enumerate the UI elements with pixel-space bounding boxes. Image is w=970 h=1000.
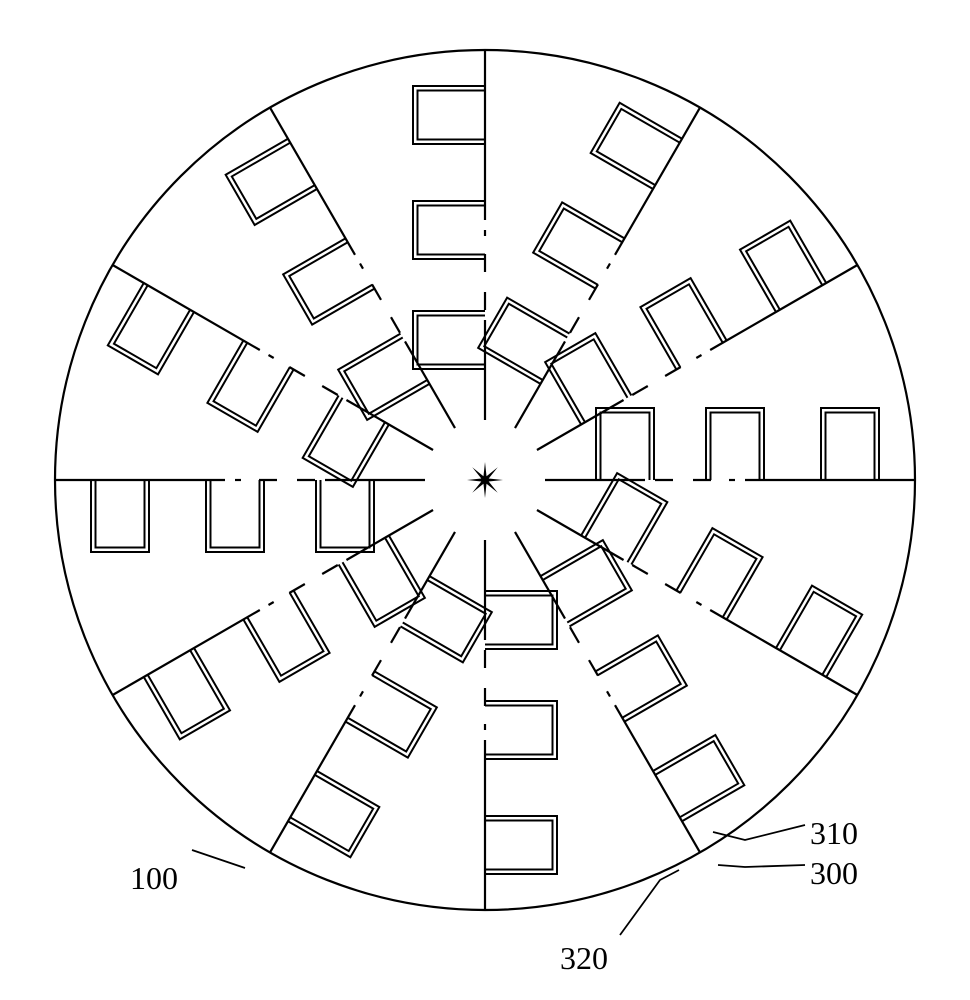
- label-300: 300: [810, 855, 858, 892]
- label-310: 310: [810, 815, 858, 852]
- label-320: 320: [560, 940, 608, 977]
- diagram-stage: 100 310 300 320: [0, 0, 970, 1000]
- label-100: 100: [130, 860, 178, 897]
